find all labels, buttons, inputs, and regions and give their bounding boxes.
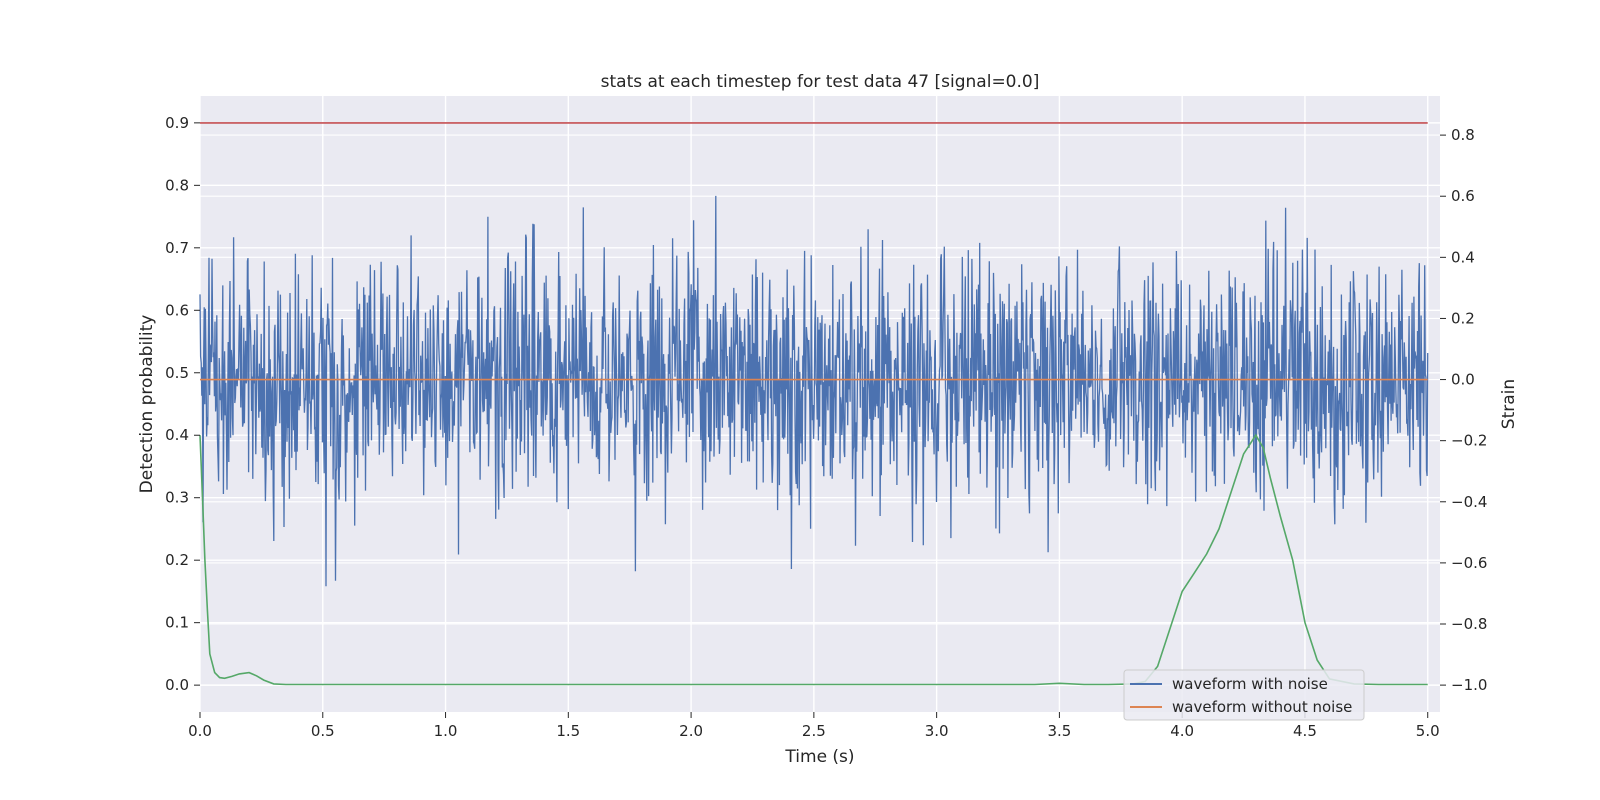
series-waveform-with-noise: [199, 195, 1429, 587]
x-tick-label: 4.0: [1170, 722, 1194, 740]
x-tick-label: 1.5: [556, 722, 580, 740]
legend: waveform with noise waveform without noi…: [1123, 669, 1365, 721]
legend-label-noise: waveform with noise: [1172, 675, 1328, 693]
legend-label-clean: waveform without noise: [1172, 698, 1352, 716]
y-left-tick-label: 0.0: [165, 676, 189, 694]
x-tick-label: 0.0: [188, 722, 212, 740]
y-left-tick-label: 0.4: [165, 426, 189, 444]
x-tick-label: 1.0: [434, 722, 458, 740]
y-axis-label-right: Strain: [1499, 379, 1519, 429]
x-tick-label: 2.0: [679, 722, 703, 740]
y-right-tick-label: 0.0: [1451, 371, 1475, 389]
y-right-tick-label: −0.8: [1451, 615, 1487, 633]
y-right-tick-label: −0.6: [1451, 554, 1487, 572]
y-right-tick-label: 0.6: [1451, 187, 1475, 205]
y-left-tick-label: 0.7: [165, 239, 189, 257]
y-left-tick-label: 0.2: [165, 551, 189, 569]
y-left-tick-label: 0.1: [165, 614, 189, 632]
y-left-tick-label: 0.8: [165, 176, 189, 194]
y-left-tick-label: 0.3: [165, 489, 189, 507]
y-right-tick-label: 0.8: [1451, 126, 1475, 144]
y-axis-label-left: Detection probability: [137, 315, 157, 494]
x-axis-label: Time (s): [784, 747, 854, 767]
y-left-tick-label: 0.9: [165, 114, 189, 132]
legend-box: [1123, 669, 1365, 721]
x-tick-label: 5.0: [1416, 722, 1440, 740]
series-layer: [199, 122, 1429, 686]
x-tick-label: 3.5: [1047, 722, 1071, 740]
y-left-tick-label: 0.5: [165, 364, 189, 382]
y-right-tick-label: −1.0: [1451, 676, 1487, 694]
x-tick-label: 4.5: [1293, 722, 1317, 740]
x-tick-label: 3.0: [925, 722, 949, 740]
chart-title: stats at each timestep for test data 47 …: [601, 72, 1040, 92]
y-right-tick-label: 0.4: [1451, 248, 1475, 266]
series-detection-probability: [199, 433, 1428, 686]
axes: 0.0 0.5 1.0 1.5 2.0 2.5 3.0 3.5 4.0 4.5 5.0 0.0 0.1 0…: [165, 114, 1487, 740]
y-right-tick-label: −0.4: [1451, 493, 1487, 511]
y-right-tick-label: −0.2: [1451, 432, 1487, 450]
y-right-tick-label: 0.2: [1451, 309, 1475, 327]
x-tick-label: 0.5: [311, 722, 335, 740]
y-left-tick-label: 0.6: [165, 301, 189, 319]
x-tick-label: 2.5: [802, 722, 826, 740]
